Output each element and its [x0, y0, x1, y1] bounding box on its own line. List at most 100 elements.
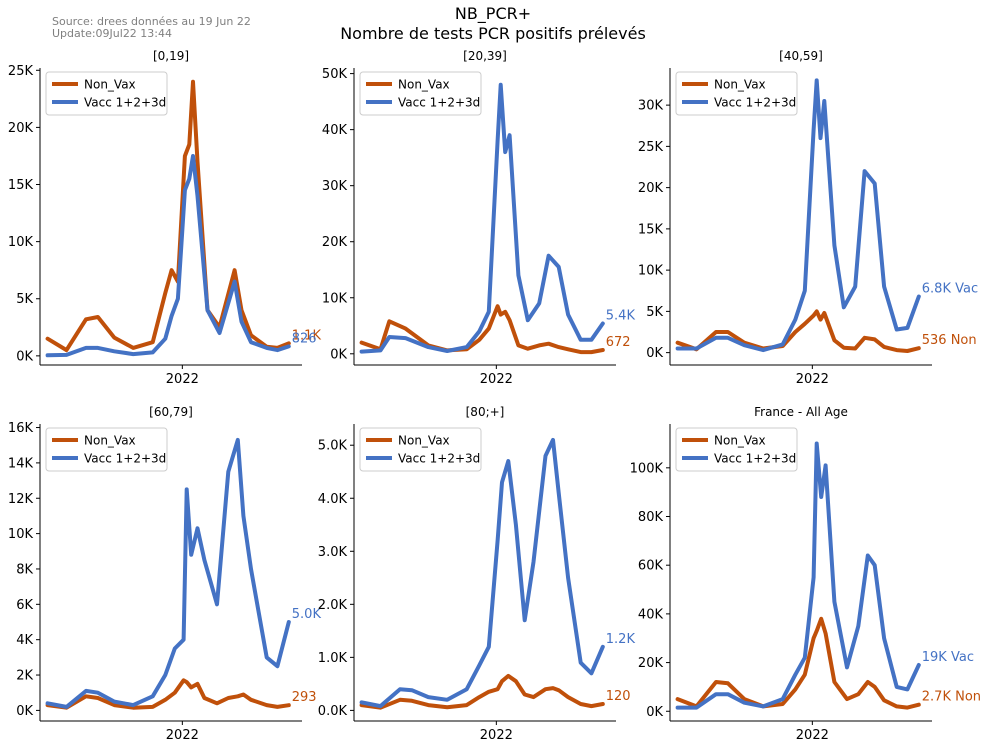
- end-value-label-non-vax: 672: [606, 335, 631, 350]
- y-tick-label: 10K: [638, 264, 664, 279]
- figure-title-line1: NB_PCR+: [454, 4, 532, 23]
- end-value-label-vax: 6.8K Vac: [922, 282, 978, 297]
- y-tick-label: 20K: [8, 121, 34, 136]
- y-tick-label: 5K: [16, 292, 33, 307]
- y-tick-label: 1.0K: [318, 651, 348, 666]
- end-value-label-non-vax: 536 Non: [922, 333, 977, 348]
- y-tick-label: 15K: [638, 222, 664, 237]
- panel-title: [60,79]: [149, 405, 193, 419]
- y-tick-label: 25K: [638, 140, 664, 155]
- legend: Non_Vax Vacc 1+2+3d: [359, 427, 482, 472]
- y-tick-label: 0K: [646, 346, 663, 361]
- series-line-non-vax: [45, 678, 291, 710]
- series-line-non-vax: [675, 309, 921, 353]
- legend-label-non-vax: Non_Vax: [398, 78, 450, 92]
- x-tick-label: 2022: [166, 372, 199, 387]
- source-line: Source: drees données au 19 Jun 22: [52, 15, 251, 28]
- y-tick-label: 0K: [16, 704, 33, 719]
- legend: Non_Vax Vacc 1+2+3d: [359, 71, 482, 116]
- series-line-non-vax: [675, 616, 921, 710]
- y-tick-label: 10K: [8, 235, 34, 250]
- y-tick-label: 16K: [8, 421, 34, 436]
- end-value-label-non-vax: 1.1K: [292, 328, 322, 343]
- y-tick-label: 0K: [16, 349, 33, 364]
- legend-label-vax: Vacc 1+2+3d: [398, 96, 480, 110]
- end-value-label-vax: 1.2K: [606, 632, 636, 647]
- update-line: Update:09Jul22 13:44: [52, 27, 173, 40]
- y-tick-label: 50K: [322, 67, 348, 82]
- y-tick-label: 25K: [8, 64, 34, 79]
- legend: Non_Vax Vacc 1+2+3d: [45, 71, 168, 116]
- y-tick-label: 20K: [322, 235, 348, 250]
- y-tick-label: 15K: [8, 178, 34, 193]
- end-value-label-non-vax: 120: [606, 689, 631, 704]
- panel-title: [20,39]: [463, 49, 507, 63]
- y-tick-label: 0K: [330, 347, 347, 362]
- y-tick-label: 0K: [646, 705, 663, 720]
- end-value-label-vax: 5.0K: [292, 607, 322, 622]
- y-tick-label: 5.0K: [318, 439, 348, 454]
- x-tick-label: 2022: [796, 728, 829, 743]
- legend-label-vax: Vacc 1+2+3d: [714, 452, 796, 466]
- legend: Non_Vax Vacc 1+2+3d: [45, 427, 168, 472]
- series-line-non-vax: [45, 79, 291, 353]
- series-line-vax: [675, 78, 921, 353]
- chart-panel-3: [40,59] 0K 5K 10K 15K 20K 25K 30K 2022 536 Non 6.8…: [638, 49, 978, 387]
- y-tick-label: 4K: [16, 633, 33, 648]
- panel-title: [80;+]: [466, 405, 505, 419]
- end-value-label-non-vax: 293: [292, 690, 317, 705]
- legend-label-non-vax: Non_Vax: [714, 434, 766, 448]
- series-line-vax: [45, 154, 291, 358]
- y-tick-label: 30K: [322, 179, 348, 194]
- y-tick-label: 20K: [638, 181, 664, 196]
- end-value-label-non-vax: 2.7K Non: [922, 690, 981, 705]
- y-tick-label: 100K: [630, 461, 664, 476]
- y-tick-label: 2.0K: [318, 598, 348, 613]
- end-value-label-vax: 826: [292, 331, 317, 346]
- y-tick-label: 12K: [8, 492, 34, 507]
- end-value-label-vax: 19K Vac: [922, 650, 974, 665]
- panel-title: [0,19]: [153, 49, 189, 63]
- legend-label-vax: Vacc 1+2+3d: [84, 96, 166, 110]
- y-tick-label: 30K: [638, 99, 664, 114]
- y-tick-label: 80K: [638, 510, 664, 525]
- source-note: Source: drees données au 19 Jun 22 Updat…: [52, 16, 251, 40]
- x-tick-label: 2022: [796, 372, 829, 387]
- chart-panel-6: France - All Age 0K 20K 40K 60K 80K 100K 2022 2.…: [630, 405, 981, 743]
- end-value-label-vax: 5.4K: [606, 309, 636, 324]
- legend: Non_Vax Vacc 1+2+3d: [675, 427, 798, 472]
- y-tick-label: 14K: [8, 456, 34, 471]
- figure-title: NB_PCR+ Nombre de tests PCR positifs pré…: [0, 4, 986, 44]
- x-tick-label: 2022: [480, 728, 513, 743]
- legend-label-non-vax: Non_Vax: [398, 434, 450, 448]
- series-line-vax: [359, 437, 605, 709]
- legend-label-vax: Vacc 1+2+3d: [398, 452, 480, 466]
- y-tick-label: 10K: [8, 527, 34, 542]
- y-tick-label: 40K: [638, 607, 664, 622]
- y-tick-label: 4.0K: [318, 492, 348, 507]
- chart-panel-2: [20,39] 0K 10K 20K 30K 40K 50K 2022 672 5.4K Non_V…: [322, 49, 636, 387]
- legend-label-non-vax: Non_Vax: [84, 78, 136, 92]
- panel-title: France - All Age: [754, 405, 848, 419]
- chart-panel-5: [80;+] 0.0K 1.0K 2.0K 3.0K 4.0K 5.0K 2022 120 1.2…: [318, 405, 636, 743]
- y-tick-label: 3.0K: [318, 545, 348, 560]
- legend-label-vax: Vacc 1+2+3d: [84, 452, 166, 466]
- x-tick-label: 2022: [480, 372, 513, 387]
- series-line-vax: [45, 437, 291, 709]
- y-tick-label: 10K: [322, 291, 348, 306]
- series-line-vax: [359, 82, 605, 354]
- legend: Non_Vax Vacc 1+2+3d: [675, 71, 798, 116]
- y-tick-label: 6K: [16, 598, 33, 613]
- y-tick-label: 5K: [646, 305, 663, 320]
- legend-label-vax: Vacc 1+2+3d: [714, 96, 796, 110]
- legend-label-non-vax: Non_Vax: [84, 434, 136, 448]
- y-tick-label: 60K: [638, 559, 664, 574]
- legend-label-non-vax: Non_Vax: [714, 78, 766, 92]
- y-tick-label: 8K: [16, 562, 33, 577]
- y-tick-label: 2K: [16, 669, 33, 684]
- x-tick-label: 2022: [166, 728, 199, 743]
- figure-title-line2: Nombre de tests PCR positifs prélevés: [340, 24, 646, 43]
- chart-panel-4: [60,79] 0K 2K 4K 6K 8K 10K 12K 14K 16K 2022 293 5.0K…: [8, 405, 322, 743]
